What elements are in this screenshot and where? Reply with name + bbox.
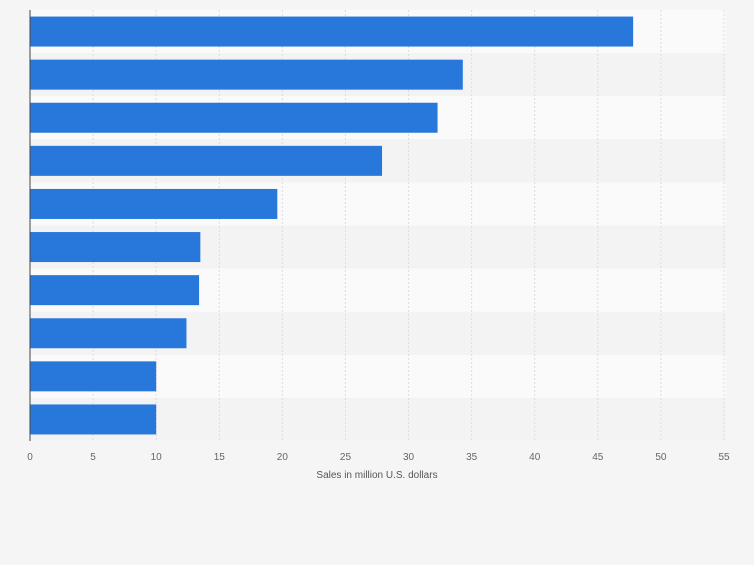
bar — [30, 188, 278, 219]
bar — [30, 16, 634, 47]
x-axis-title: Sales in million U.S. dollars — [316, 470, 437, 481]
x-tick-label: 30 — [403, 452, 415, 463]
x-tick-labels: 0 5 10 15 20 25 30 35 40 45 50 55 — [27, 452, 730, 463]
x-tick-label: 25 — [340, 452, 352, 463]
x-tick-label: 5 — [90, 452, 96, 463]
bar — [30, 102, 438, 133]
x-tick-label: 20 — [277, 452, 289, 463]
x-tick-label: 40 — [529, 452, 541, 463]
x-tick-label: 15 — [214, 452, 226, 463]
x-tick-label: 50 — [655, 452, 667, 463]
bar — [30, 318, 187, 349]
x-tick-label: 55 — [718, 452, 730, 463]
bar — [30, 59, 463, 90]
x-tick-label: 0 — [27, 452, 33, 463]
bar — [30, 275, 200, 306]
x-tick-label: 35 — [466, 452, 478, 463]
bars — [30, 16, 634, 435]
x-tick-label: 10 — [151, 452, 163, 463]
x-tick-label: 45 — [592, 452, 604, 463]
bar — [30, 145, 383, 176]
bar — [30, 232, 201, 263]
bar — [30, 361, 157, 392]
bar — [30, 404, 157, 435]
